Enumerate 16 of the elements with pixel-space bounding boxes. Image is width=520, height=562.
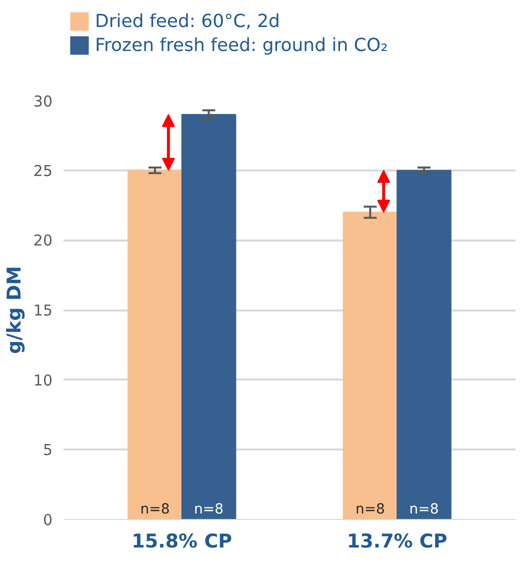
annotation: n=8	[409, 502, 439, 518]
legend-label: Frozen fresh feed: ground in CO₂	[95, 34, 388, 56]
annotation: n=8	[140, 502, 170, 518]
legend-label: Dried feed: 60°C, 2d	[95, 10, 280, 32]
y-tick-label: 0	[42, 511, 53, 529]
y-axis-title: g/kg DM	[3, 266, 26, 354]
x-tick-label: 13.7% CP	[346, 530, 448, 552]
annotation: n=8	[355, 502, 385, 518]
y-tick-label: 10	[33, 371, 53, 390]
y-tick-label: 15	[33, 302, 53, 320]
y-tick-label: 25	[33, 162, 53, 180]
x-tick-label: 15.8% CP	[132, 530, 232, 552]
y-tick-label: 30	[33, 92, 53, 110]
y-tick-label: 20	[33, 232, 53, 250]
annotation: n=8	[194, 502, 224, 518]
y-tick-label: 5	[42, 441, 53, 460]
